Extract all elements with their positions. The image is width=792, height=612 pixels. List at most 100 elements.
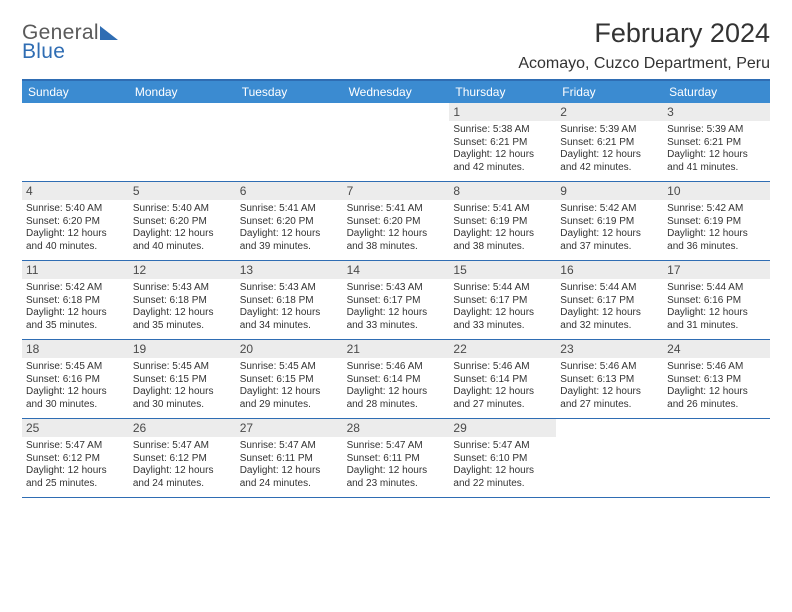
day-detail-line: and 40 minutes. [26,241,125,254]
day-detail-line: Daylight: 12 hours [133,228,232,241]
day-details: Sunrise: 5:44 AMSunset: 6:16 PMDaylight:… [667,282,766,332]
day-detail-line: Daylight: 12 hours [240,228,339,241]
day-detail-line: Sunrise: 5:42 AM [560,203,659,216]
day-detail-line: and 26 minutes. [667,399,766,412]
week-row: 1Sunrise: 5:38 AMSunset: 6:21 PMDaylight… [22,103,770,182]
day-details: Sunrise: 5:44 AMSunset: 6:17 PMDaylight:… [560,282,659,332]
day-cell: 14Sunrise: 5:43 AMSunset: 6:17 PMDayligh… [343,261,450,339]
day-cell: 16 Sunrise: 5:44 AMSunset: 6:17 PMDayligh… [556,261,663,339]
day-cell: 1Sunrise: 5:38 AMSunset: 6:21 PMDaylight… [449,103,556,181]
day-detail-line: Sunset: 6:20 PM [133,216,232,229]
day-detail-line: Daylight: 12 hours [26,465,125,478]
day-detail-line: Sunrise: 5:40 AM [26,203,125,216]
day-details: Sunrise: 5:46 AMSunset: 6:13 PMDaylight:… [667,361,766,411]
day-cell [129,103,236,181]
day-detail-line: and 24 minutes. [240,478,339,491]
day-detail-line: Daylight: 12 hours [667,386,766,399]
day-detail-line: and 34 minutes. [240,320,339,333]
day-details: Sunrise: 5:41 AMSunset: 6:19 PMDaylight:… [453,203,552,253]
day-number: 17 [663,261,770,279]
day-detail-line: Sunrise: 5:39 AM [667,124,766,137]
day-detail-line: and 33 minutes. [347,320,446,333]
day-detail-line: and 30 minutes. [133,399,232,412]
day-number: 10 [663,182,770,200]
day-details: Sunrise: 5:45 AMSunset: 6:16 PMDaylight:… [26,361,125,411]
day-detail-line: Sunset: 6:21 PM [453,137,552,150]
day-detail-line: Sunrise: 5:47 AM [133,440,232,453]
day-details: Sunrise: 5:47 AMSunset: 6:10 PMDaylight:… [453,440,552,490]
day-cell: 12Sunrise: 5:43 AMSunset: 6:18 PMDayligh… [129,261,236,339]
day-cell: 9Sunrise: 5:42 AMSunset: 6:19 PMDaylight… [556,182,663,260]
day-detail-line: and 24 minutes. [133,478,232,491]
week-row: 4Sunrise: 5:40 AMSunset: 6:20 PMDaylight… [22,182,770,261]
day-detail-line: Sunrise: 5:45 AM [133,361,232,374]
day-cell: 15 Sunrise: 5:44 AMSunset: 6:17 PMDayligh… [449,261,556,339]
day-number: 12 [129,261,236,279]
day-detail-line: Sunrise: 5:41 AM [240,203,339,216]
day-detail-line: Sunrise: 5:47 AM [240,440,339,453]
day-detail-line: Sunset: 6:21 PM [667,137,766,150]
day-detail-line: Sunrise: 5:45 AM [240,361,339,374]
day-detail-line: Sunset: 6:18 PM [240,295,339,308]
day-detail-line: Sunset: 6:15 PM [240,374,339,387]
day-detail-line: Sunset: 6:19 PM [453,216,552,229]
day-number: 24 [663,340,770,358]
day-detail-line: Daylight: 12 hours [453,465,552,478]
day-cell [663,419,770,497]
day-detail-line: Sunset: 6:14 PM [347,374,446,387]
day-detail-line: and 27 minutes. [560,399,659,412]
day-details: Sunrise: 5:46 AMSunset: 6:14 PMDaylight:… [453,361,552,411]
day-details: Sunrise: 5:45 AMSunset: 6:15 PMDaylight:… [133,361,232,411]
day-number: 13 [236,261,343,279]
day-details: Sunrise: 5:40 AMSunset: 6:20 PMDaylight:… [26,203,125,253]
day-number: 18 [22,340,129,358]
weekday-thursday: Thursday [449,81,556,103]
day-detail-line: Sunset: 6:11 PM [240,453,339,466]
day-cell: 6Sunrise: 5:41 AMSunset: 6:20 PMDaylight… [236,182,343,260]
day-detail-line: Sunset: 6:13 PM [667,374,766,387]
day-detail-line: and 39 minutes. [240,241,339,254]
day-cell: 4Sunrise: 5:40 AMSunset: 6:20 PMDaylight… [22,182,129,260]
day-number: 26 [129,419,236,437]
day-detail-line: and 38 minutes. [347,241,446,254]
day-cell: 13Sunrise: 5:43 AMSunset: 6:18 PMDayligh… [236,261,343,339]
day-detail-line: Sunrise: 5:45 AM [26,361,125,374]
day-detail-line: Sunrise: 5:46 AM [347,361,446,374]
day-detail-line: Sunrise: 5:41 AM [453,203,552,216]
day-details: Sunrise: 5:46 AMSunset: 6:13 PMDaylight:… [560,361,659,411]
day-detail-line: Daylight: 12 hours [453,228,552,241]
day-detail-line: and 41 minutes. [667,162,766,175]
calendar-page: General Blue February 2024 Acomayo, Cuzc… [0,0,792,498]
day-detail-line: Sunset: 6:16 PM [26,374,125,387]
day-detail-line: Sunrise: 5:44 AM [560,282,659,295]
day-cell: 19 Sunrise: 5:45 AMSunset: 6:15 PMDayligh… [129,340,236,418]
day-detail-line: Sunrise: 5:42 AM [667,203,766,216]
day-number: 19 [129,340,236,358]
day-detail-line: Sunrise: 5:47 AM [453,440,552,453]
day-number: 16 [556,261,663,279]
day-detail-line: Daylight: 12 hours [560,386,659,399]
location-label: Acomayo, Cuzco Department, Peru [518,55,770,73]
weekday-monday: Monday [129,81,236,103]
day-cell: 23Sunrise: 5:46 AMSunset: 6:13 PMDayligh… [556,340,663,418]
day-detail-line: Sunset: 6:13 PM [560,374,659,387]
day-detail-line: Sunset: 6:14 PM [453,374,552,387]
day-cell: 2Sunrise: 5:39 AMSunset: 6:21 PMDaylight… [556,103,663,181]
day-cell: 7Sunrise: 5:41 AMSunset: 6:20 PMDaylight… [343,182,450,260]
day-details: Sunrise: 5:44 AMSunset: 6:17 PMDaylight:… [453,282,552,332]
logo: General Blue [22,18,118,62]
day-detail-line: and 29 minutes. [240,399,339,412]
weekday-sunday: Sunday [22,81,129,103]
day-number: 15 [449,261,556,279]
day-cell: 17 Sunrise: 5:44 AMSunset: 6:16 PMDayligh… [663,261,770,339]
day-cell: 24 Sunrise: 5:46 AMSunset: 6:13 PMDayligh… [663,340,770,418]
day-details: Sunrise: 5:38 AMSunset: 6:21 PMDaylight:… [453,124,552,174]
day-detail-line: Daylight: 12 hours [453,386,552,399]
day-details: Sunrise: 5:41 AMSunset: 6:20 PMDaylight:… [240,203,339,253]
week-row: 11Sunrise: 5:42 AMSunset: 6:18 PMDayligh… [22,261,770,340]
day-number: 22 [449,340,556,358]
day-details: Sunrise: 5:47 AMSunset: 6:11 PMDaylight:… [347,440,446,490]
day-detail-line: and 33 minutes. [453,320,552,333]
day-cell: 18 Sunrise: 5:45 AMSunset: 6:16 PMDayligh… [22,340,129,418]
day-detail-line: Sunset: 6:12 PM [26,453,125,466]
